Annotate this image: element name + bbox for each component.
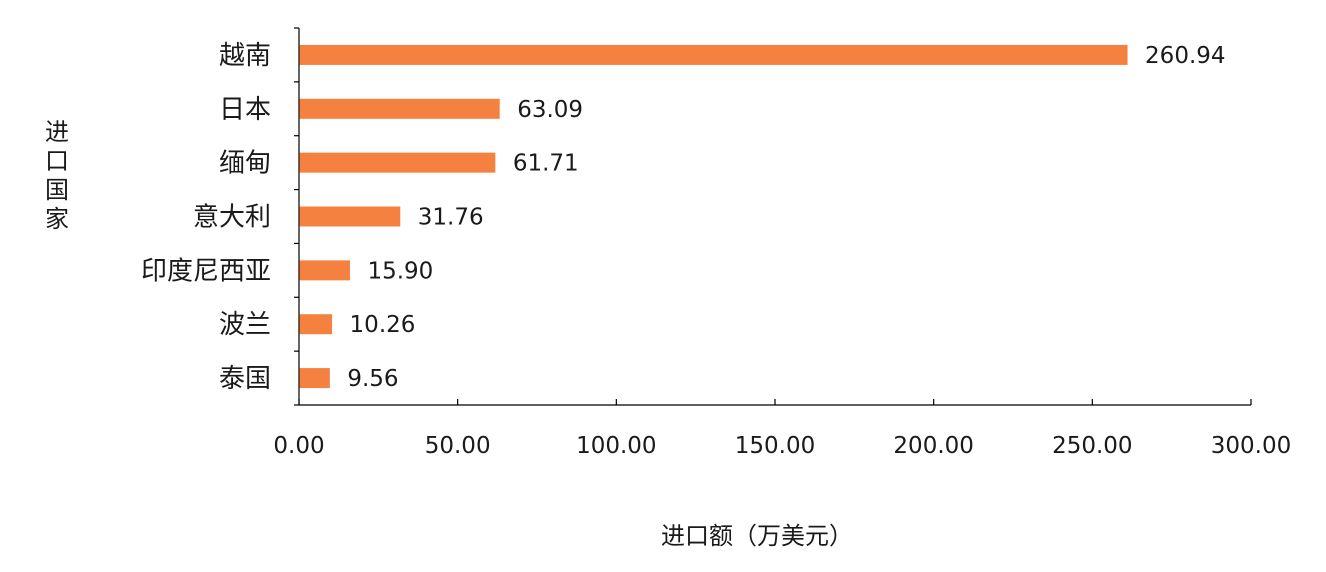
x-tick-label: 100.00 <box>576 433 656 459</box>
data-label: 31.76 <box>418 205 484 231</box>
category-label: 意大利 <box>193 203 271 233</box>
bar <box>299 368 330 389</box>
x-tick-label: 300.00 <box>1211 433 1291 459</box>
category-label: 日本 <box>219 95 271 125</box>
category-label: 越南 <box>219 41 271 71</box>
bar <box>299 152 496 173</box>
bar <box>299 260 350 281</box>
x-tick-label: 200.00 <box>893 433 973 459</box>
y-axis-title: 进口国家 <box>45 118 69 233</box>
bar <box>299 44 1128 65</box>
bars <box>299 44 1128 389</box>
x-tick-label: 250.00 <box>1052 433 1132 459</box>
data-label: 61.71 <box>513 151 579 177</box>
category-label: 缅甸 <box>219 149 271 179</box>
category-label: 泰国 <box>219 364 271 394</box>
x-tick-label: 150.00 <box>735 433 815 459</box>
data-label: 10.26 <box>350 312 416 338</box>
category-label: 波兰 <box>219 310 271 340</box>
bar <box>299 98 500 119</box>
data-label: 260.94 <box>1145 43 1225 69</box>
bar <box>299 206 401 227</box>
axes <box>294 27 1252 406</box>
labels: 0.00 50.00 100.00 150.00 200.00 250.00 300.00 越… <box>141 41 1291 459</box>
bar <box>299 314 333 335</box>
data-label: 9.56 <box>347 366 398 392</box>
x-axis-title: 进口额（万美元） <box>661 522 853 550</box>
x-tick-label: 0.00 <box>273 433 324 459</box>
data-label: 15.90 <box>367 258 433 284</box>
x-tick-label: 50.00 <box>425 433 491 459</box>
category-label: 印度尼西亚 <box>141 256 271 286</box>
data-label: 63.09 <box>517 97 583 123</box>
